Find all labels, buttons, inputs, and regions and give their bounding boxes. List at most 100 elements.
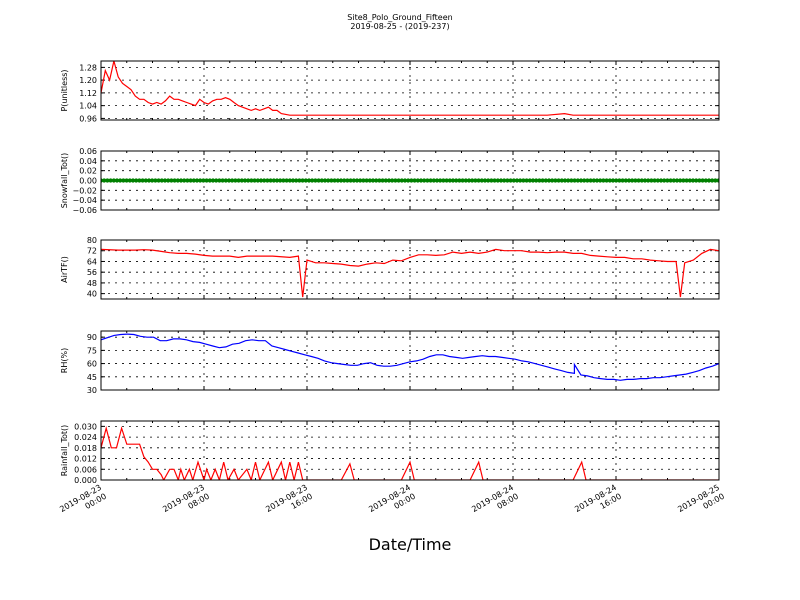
data-point <box>569 178 574 183</box>
data-point <box>559 178 564 183</box>
y-tick-label: 0.06 <box>79 147 97 156</box>
plot-frame <box>100 60 720 121</box>
data-point <box>210 178 216 183</box>
data-point <box>655 178 660 183</box>
data-point <box>636 178 641 183</box>
data-point <box>377 178 382 183</box>
data-point <box>623 178 628 183</box>
plot-frame <box>100 239 720 300</box>
y-tick-label: 0.02 <box>79 167 97 176</box>
data-point <box>386 178 392 183</box>
data-point <box>159 178 164 183</box>
data-point <box>268 178 273 183</box>
x-tick-label: 2019-08-2500:00 <box>676 483 726 523</box>
figure-title: Site8_Polo_Ground_Fifteen <box>347 13 452 22</box>
data-point <box>642 178 648 183</box>
data-point <box>319 178 324 183</box>
x-tick-label: 2019-08-2300:00 <box>58 483 108 523</box>
data-point <box>703 178 708 183</box>
data-point <box>322 178 328 183</box>
data-point <box>588 178 593 183</box>
data-point <box>578 178 584 183</box>
data-point <box>537 178 542 183</box>
data-point <box>233 178 238 183</box>
y-axis-label: Rainfall_Tot() <box>60 425 69 477</box>
data-point <box>226 178 232 183</box>
data-point <box>169 178 174 183</box>
data-point <box>713 178 718 183</box>
y-tick-label: 1.04 <box>79 102 97 111</box>
data-point <box>166 178 171 183</box>
data-point <box>198 178 203 183</box>
data-point <box>380 178 385 183</box>
data-point <box>582 178 587 183</box>
data-point <box>626 178 632 183</box>
data-point <box>716 178 719 183</box>
data-point <box>278 178 283 183</box>
data-point <box>658 178 664 183</box>
data-point <box>137 178 142 183</box>
data-point <box>242 178 248 183</box>
data-point <box>351 178 356 183</box>
data-point <box>329 178 334 183</box>
data-point <box>610 178 616 183</box>
data-point <box>524 178 529 183</box>
data-point <box>681 178 686 183</box>
data-point <box>306 178 312 183</box>
data-point <box>354 178 360 183</box>
data-point <box>390 178 395 183</box>
data-point <box>105 178 110 183</box>
data-point <box>607 178 612 183</box>
data-point <box>172 178 177 183</box>
y-tick-label: 0.018 <box>74 444 97 453</box>
data-point <box>310 178 315 183</box>
data-point <box>646 178 651 183</box>
data-point <box>252 178 257 183</box>
y-tick-label: 0.00 <box>79 177 97 186</box>
series-line <box>101 248 719 298</box>
data-point <box>482 178 488 183</box>
data-point <box>191 178 196 183</box>
data-point <box>639 178 644 183</box>
data-point <box>345 178 350 183</box>
data-point <box>162 178 168 183</box>
data-point <box>527 178 532 183</box>
data-point <box>111 178 116 183</box>
data-point <box>479 178 484 183</box>
series-line <box>101 61 719 116</box>
plot-frame <box>100 420 720 481</box>
data-point <box>409 178 414 183</box>
data-point <box>457 178 462 183</box>
data-point <box>396 178 401 183</box>
y-tick-label: 80 <box>87 236 97 245</box>
data-point <box>572 178 577 183</box>
data-point <box>348 178 353 183</box>
data-point <box>255 178 260 183</box>
plot-frame <box>100 330 720 391</box>
data-point <box>543 178 548 183</box>
series-line <box>101 333 719 381</box>
data-point <box>134 178 139 183</box>
data-point <box>399 178 404 183</box>
data-point <box>118 178 123 183</box>
x-tick-label: 2019-08-2316:00 <box>264 483 314 523</box>
data-point <box>690 178 696 183</box>
data-point <box>300 178 305 183</box>
data-point <box>182 178 187 183</box>
data-point <box>706 178 712 183</box>
data-point <box>466 178 472 183</box>
x-tick-label: 2019-08-2416:00 <box>573 483 623 523</box>
data-point <box>281 178 286 183</box>
x-tick-label: 2019-08-2400:00 <box>367 483 417 523</box>
data-point <box>230 178 235 183</box>
data-point <box>114 178 120 183</box>
y-tick-label: 0.006 <box>74 465 97 474</box>
y-tick-label: 72 <box>87 247 97 256</box>
series-points <box>101 178 719 183</box>
data-point <box>534 178 539 183</box>
data-point <box>342 178 347 183</box>
data-point <box>406 178 411 183</box>
data-point <box>201 178 206 183</box>
